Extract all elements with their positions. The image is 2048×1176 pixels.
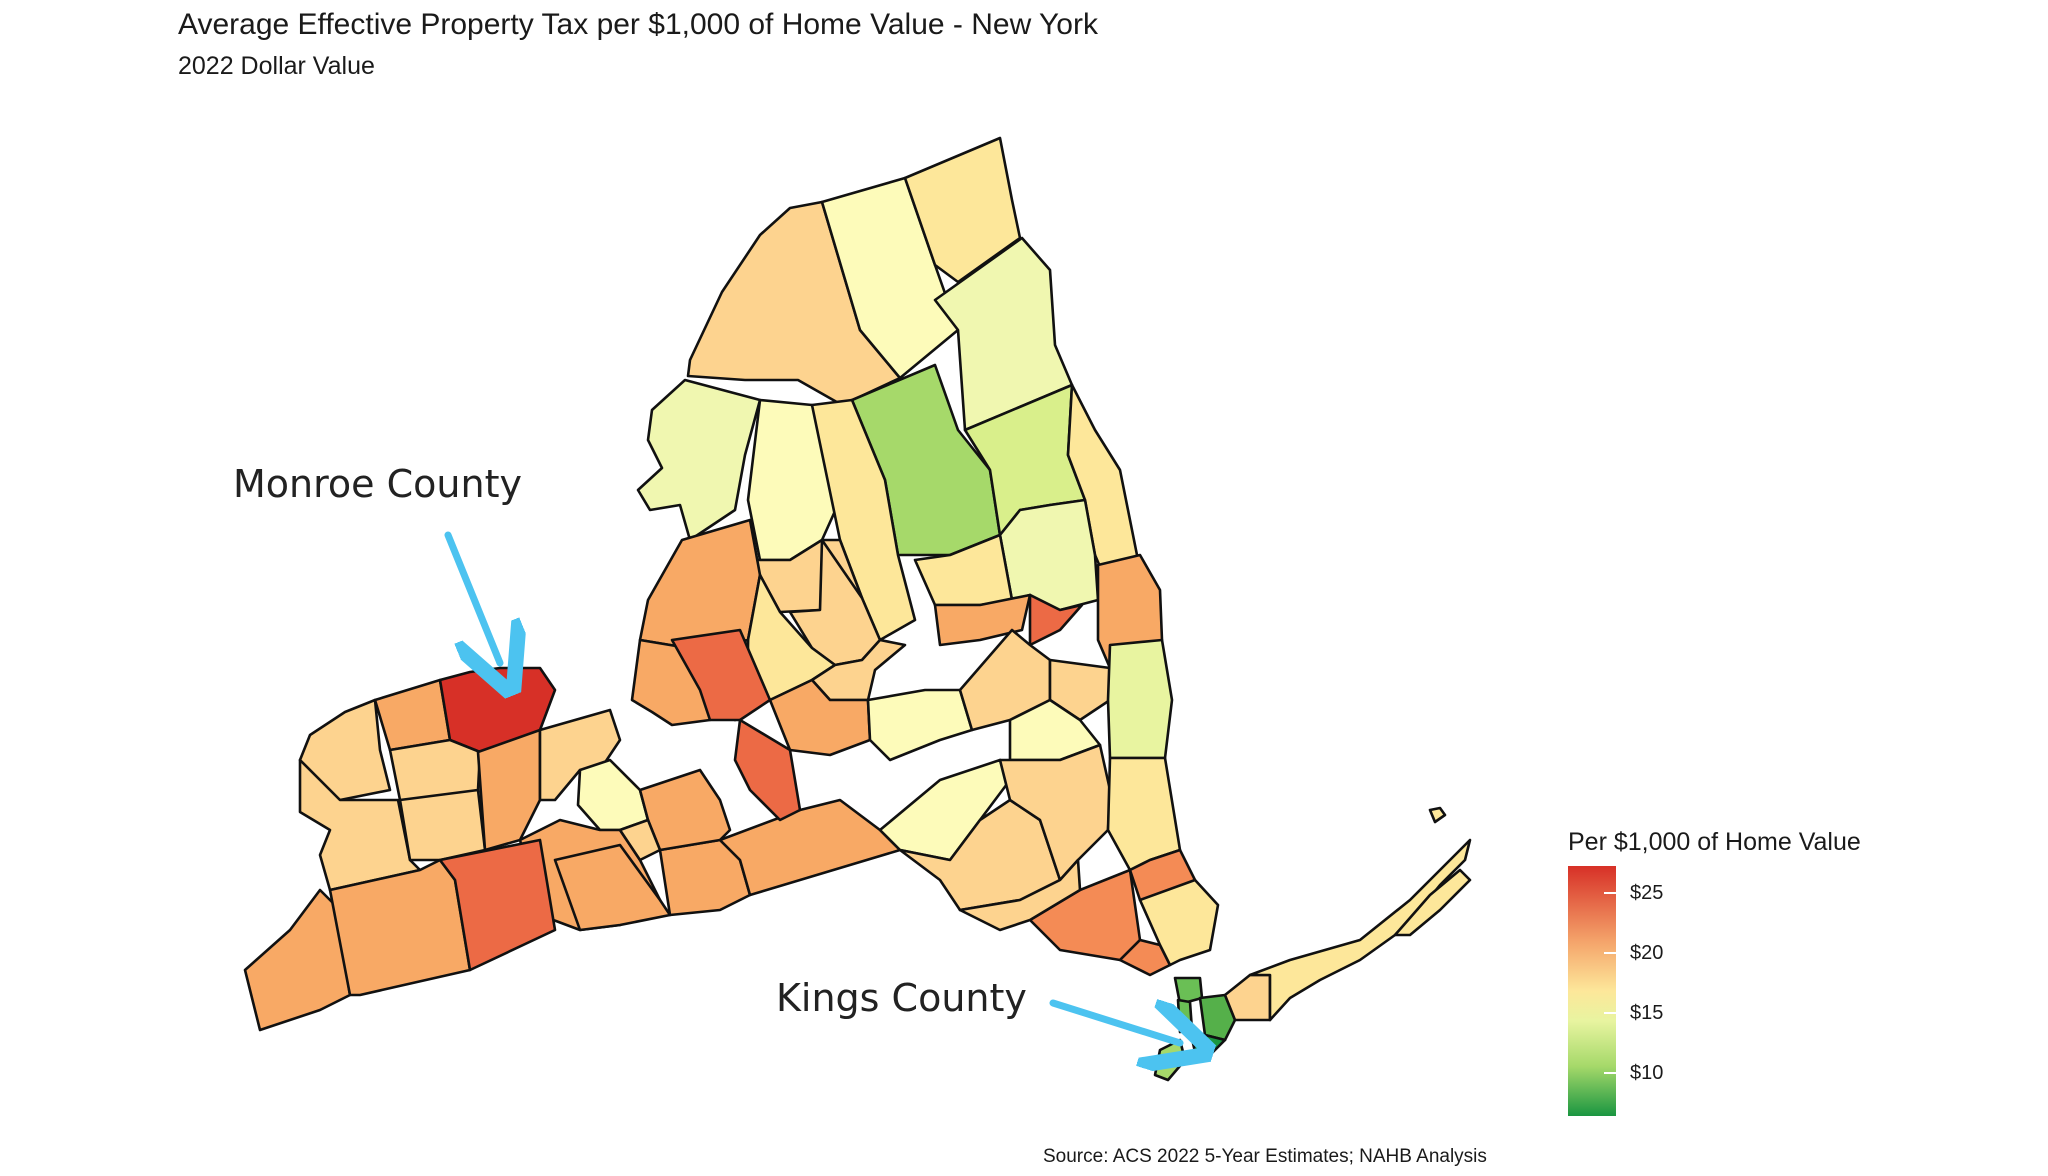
county-long-island-islet — [1428, 806, 1447, 824]
county-wayne — [638, 518, 762, 652]
county-orleans — [373, 678, 452, 752]
legend-tick-label: $20 — [1630, 942, 1664, 964]
legend-tick-label: $10 — [1630, 1062, 1664, 1084]
county-sullivan-south — [958, 858, 1082, 932]
kings-county-annotation: Kings County — [776, 976, 1027, 1020]
legend-tick-mark — [1604, 1072, 1616, 1074]
county-montgomery — [933, 593, 1032, 647]
legend-color-bar — [1568, 866, 1616, 1116]
legend-title: Per $1,000 of Home Value — [1568, 828, 1861, 856]
county-westchester — [1138, 878, 1220, 967]
map-title: Average Effective Property Tax per $1,00… — [178, 8, 1098, 41]
county-nassau — [1223, 973, 1272, 1022]
county-columbia — [1106, 638, 1174, 760]
county-albany — [1048, 658, 1112, 722]
county-suffolk-north-fork — [1393, 868, 1472, 937]
legend-tick-mark — [1604, 892, 1616, 894]
county-wyoming — [398, 788, 487, 862]
county-jefferson — [636, 378, 762, 542]
source-note: Source: ACS 2022 5-Year Estimates; NAHB … — [1043, 1146, 1487, 1167]
county-ulster — [998, 743, 1112, 882]
legend-tick-mark — [1604, 952, 1616, 954]
county-schuyler — [618, 818, 662, 862]
legend-tick-label: $15 — [1630, 1002, 1664, 1024]
county-polygons — [243, 136, 1472, 1082]
county-suffolk — [1248, 838, 1472, 1022]
kings-arrow — [1049, 1003, 1180, 1043]
county-allegany — [438, 838, 557, 972]
county-otsego — [866, 688, 974, 762]
county-yates — [576, 758, 650, 832]
county-essex — [933, 236, 1074, 432]
monroe-arrow — [444, 531, 500, 663]
monroe-county-annotation: Monroe County — [233, 462, 522, 506]
legend-tick-mark — [1604, 1012, 1616, 1014]
county-saratoga — [998, 498, 1100, 612]
county-chenango — [733, 718, 802, 822]
map-subtitle: 2022 Dollar Value — [178, 52, 375, 80]
county-broome — [718, 798, 902, 897]
county-manhattan — [1176, 998, 1194, 1034]
legend-tick-label: $25 — [1630, 882, 1664, 904]
county-livingston — [476, 728, 542, 852]
county-schenectady — [1028, 593, 1084, 647]
